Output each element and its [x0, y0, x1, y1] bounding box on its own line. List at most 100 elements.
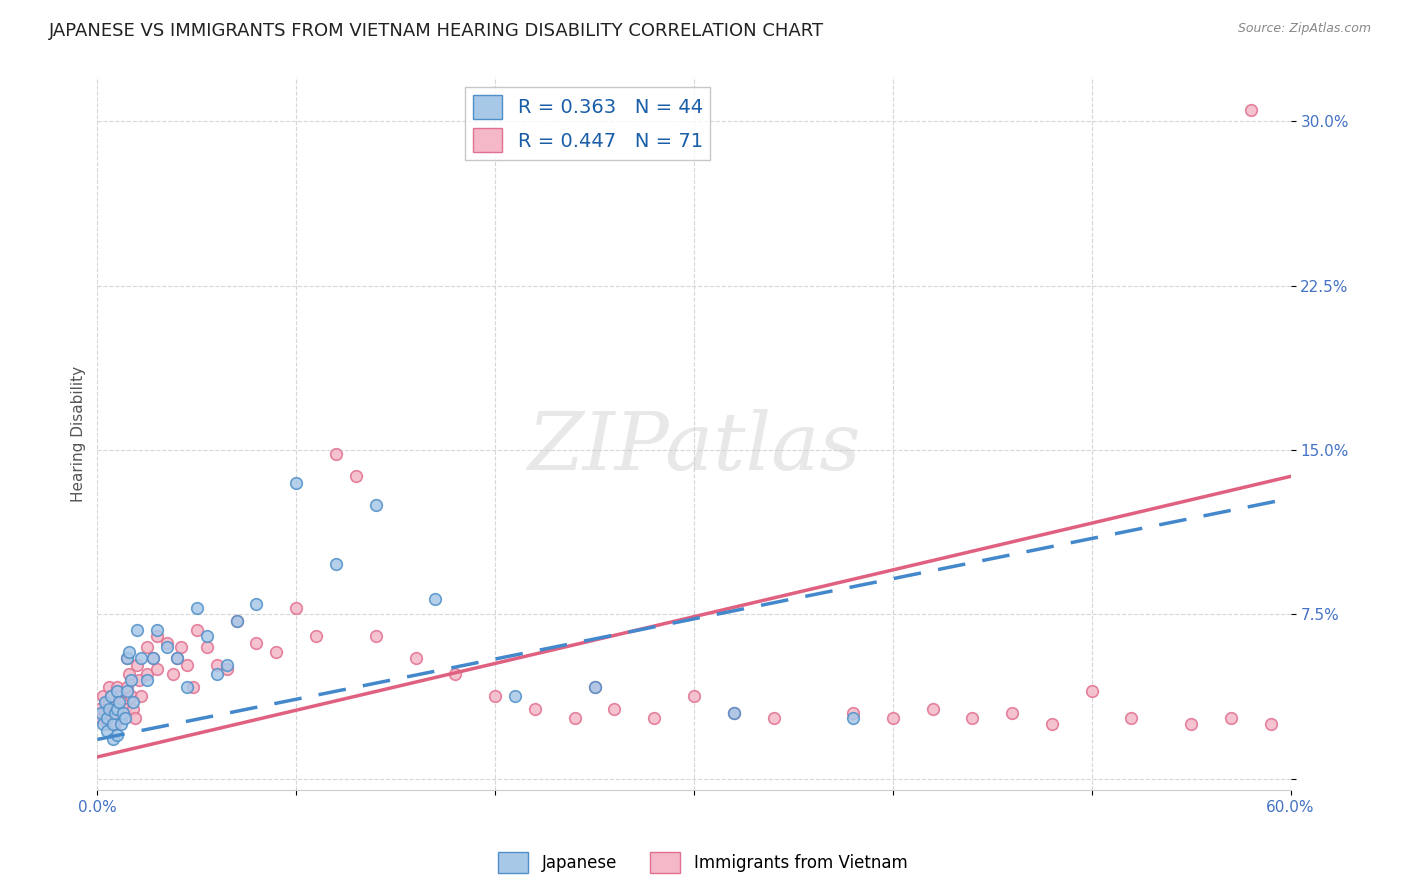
Point: [120, 689, 142, 703]
Point: [156, 636, 179, 650]
Point: [156, 640, 179, 655]
Point: [118, 666, 141, 681]
Point: [683, 689, 706, 703]
Point: [129, 651, 152, 665]
Point: [285, 475, 308, 490]
Point: [1260, 717, 1282, 731]
Point: [364, 498, 387, 512]
Point: [962, 710, 984, 724]
Point: [245, 597, 267, 611]
Point: [1240, 103, 1263, 118]
Point: [921, 702, 943, 716]
Point: [215, 662, 238, 676]
Point: [122, 702, 145, 716]
Point: [225, 614, 247, 628]
Point: [104, 706, 127, 720]
Point: [96, 717, 118, 731]
Point: [112, 706, 135, 720]
Point: [186, 601, 208, 615]
Point: [444, 666, 467, 681]
Point: [195, 629, 218, 643]
Point: [115, 651, 138, 665]
Point: [215, 657, 238, 672]
Point: [146, 629, 169, 643]
Point: [112, 695, 135, 709]
Point: [405, 651, 427, 665]
Point: [142, 651, 165, 665]
Point: [564, 710, 586, 724]
Point: [176, 657, 198, 672]
Point: [583, 680, 606, 694]
Text: JAPANESE VS IMMIGRANTS FROM VIETNAM HEARING DISABILITY CORRELATION CHART: JAPANESE VS IMMIGRANTS FROM VIETNAM HEAR…: [49, 22, 824, 40]
Point: [110, 710, 132, 724]
Point: [762, 710, 785, 724]
Point: [129, 689, 152, 703]
Point: [118, 645, 141, 659]
Point: [146, 662, 169, 676]
Point: [325, 447, 347, 461]
Point: [114, 702, 136, 716]
Point: [425, 592, 447, 607]
Point: [344, 469, 367, 483]
Point: [103, 717, 125, 731]
Text: Source: ZipAtlas.com: Source: ZipAtlas.com: [1237, 22, 1371, 36]
Point: [128, 673, 150, 688]
Point: [266, 645, 288, 659]
Point: [105, 702, 128, 716]
Point: [98, 702, 121, 716]
Point: [1121, 710, 1143, 724]
Legend: R = 0.363   N = 44, R = 0.447   N = 71: R = 0.363 N = 44, R = 0.447 N = 71: [465, 87, 710, 160]
Point: [110, 717, 132, 731]
Point: [122, 695, 145, 709]
Point: [104, 717, 127, 731]
Point: [1001, 706, 1024, 720]
Point: [100, 689, 122, 703]
Point: [90, 706, 112, 720]
Point: [96, 710, 118, 724]
Point: [100, 689, 122, 703]
Text: ZIPatlas: ZIPatlas: [527, 409, 860, 487]
Point: [245, 636, 267, 650]
Point: [205, 666, 228, 681]
Point: [484, 689, 506, 703]
Point: [181, 680, 204, 694]
Point: [723, 706, 745, 720]
Point: [105, 702, 128, 716]
Point: [96, 723, 118, 738]
Point: [91, 717, 114, 731]
Point: [1040, 717, 1063, 731]
Point: [94, 706, 117, 720]
Point: [136, 673, 159, 688]
Point: [583, 680, 606, 694]
Point: [127, 657, 149, 672]
Point: [842, 710, 865, 724]
Point: [90, 710, 112, 724]
Point: [1219, 710, 1241, 724]
Y-axis label: Hearing Disability: Hearing Disability: [72, 366, 86, 501]
Point: [136, 666, 159, 681]
Point: [89, 702, 111, 716]
Point: [127, 623, 149, 637]
Point: [503, 689, 526, 703]
Point: [364, 629, 387, 643]
Point: [603, 702, 626, 716]
Point: [205, 657, 228, 672]
Point: [103, 706, 125, 720]
Point: [842, 706, 865, 720]
Point: [105, 728, 128, 742]
Point: [643, 710, 665, 724]
Point: [1180, 717, 1202, 731]
Point: [124, 710, 146, 724]
Point: [120, 673, 142, 688]
Point: [91, 689, 114, 703]
Point: [170, 640, 193, 655]
Point: [114, 710, 136, 724]
Point: [166, 651, 188, 665]
Point: [882, 710, 904, 724]
Point: [105, 684, 128, 698]
Point: [108, 695, 131, 709]
Point: [325, 557, 347, 571]
Legend: Japanese, Immigrants from Vietnam: Japanese, Immigrants from Vietnam: [492, 846, 914, 880]
Point: [115, 680, 138, 694]
Point: [166, 651, 188, 665]
